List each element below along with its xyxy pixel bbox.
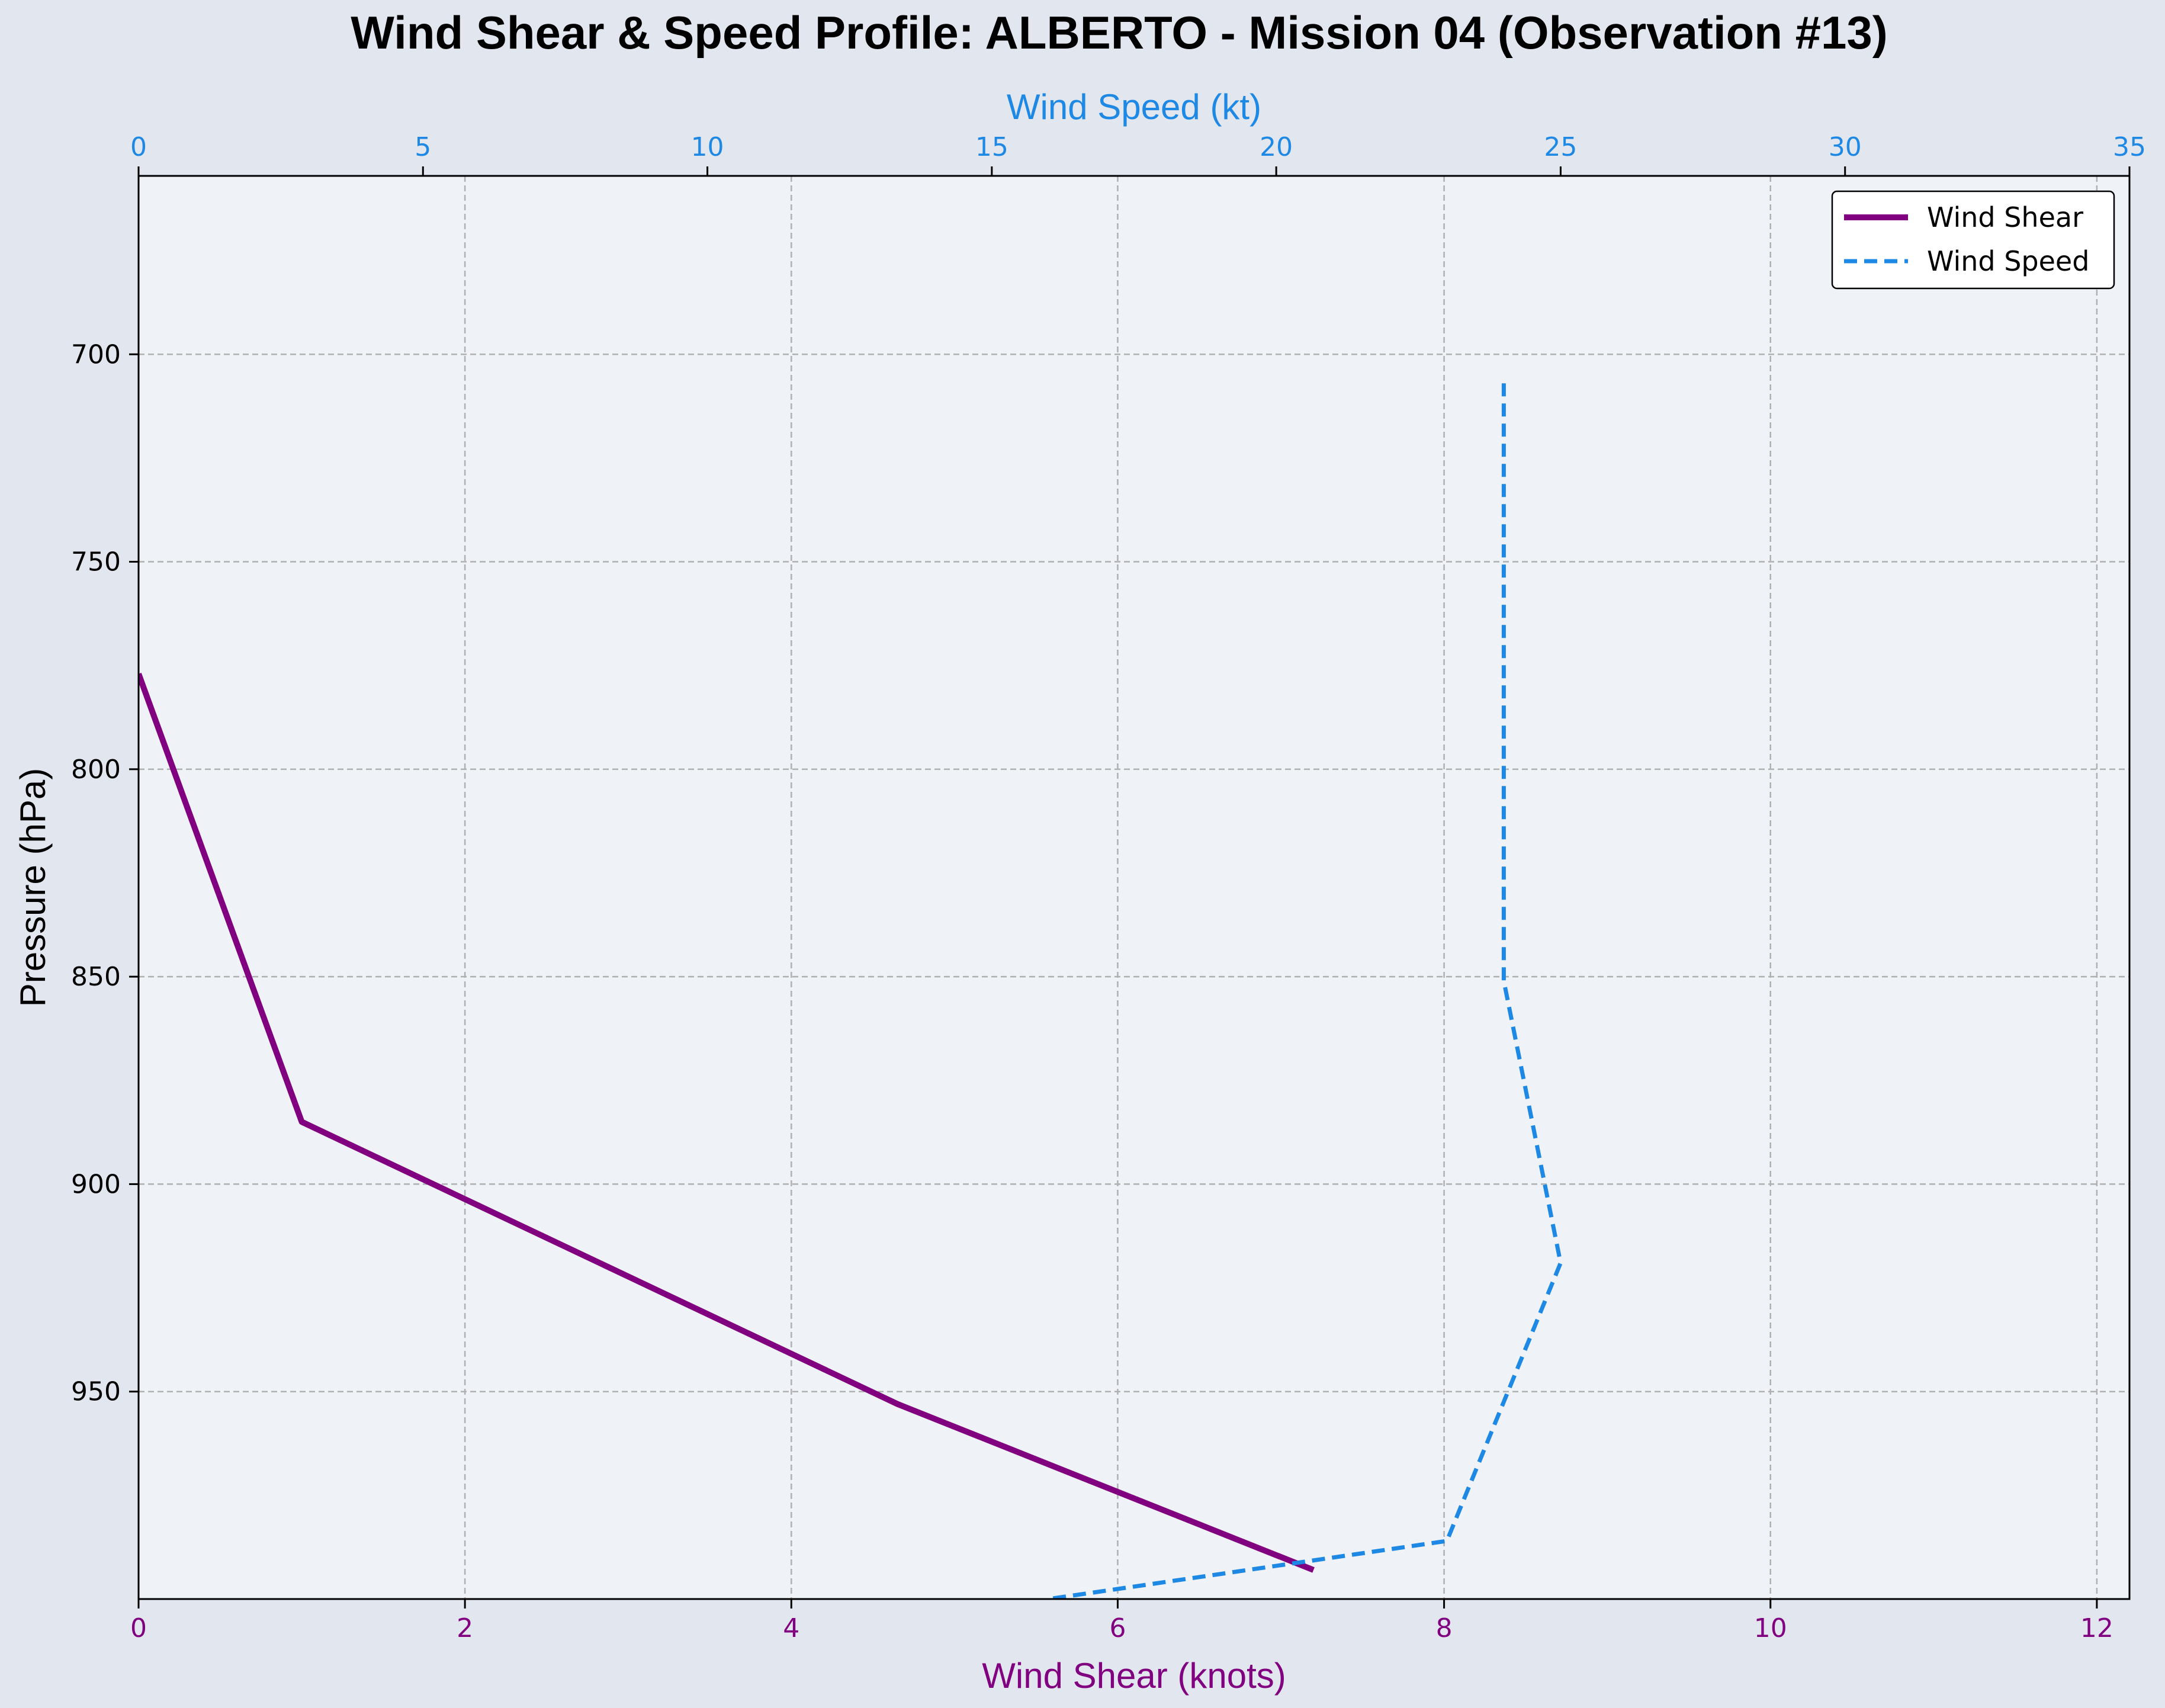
bottom-axis: 0 2 4 6 8 10 12 (130, 1599, 2113, 1643)
bottom-tick-label: 10 (1754, 1613, 1787, 1643)
top-tick-label: 25 (1544, 132, 1577, 162)
top-tick-label: 35 (2113, 132, 2146, 162)
bottom-tick-label: 0 (130, 1613, 147, 1643)
y-tick-label: 800 (71, 755, 121, 785)
bottom-tick-label: 2 (457, 1613, 473, 1643)
plot-area (139, 176, 2129, 1599)
bottom-tick-label: 8 (1436, 1613, 1453, 1643)
series-layer (139, 383, 1563, 1599)
bottom-axis-label: Wind Shear (knots) (982, 1656, 1286, 1696)
bottom-tick-label: 12 (2080, 1613, 2113, 1643)
plot-frame (137, 175, 2131, 1600)
top-tick-label: 0 (130, 132, 147, 162)
top-tick-label: 10 (691, 132, 724, 162)
top-axis: 0 5 10 15 20 25 30 35 (130, 132, 2146, 176)
top-tick-label: 5 (415, 132, 431, 162)
bottom-tick-label: 6 (1109, 1613, 1126, 1643)
grid (137, 176, 2129, 1599)
y-tick-label: 750 (71, 547, 121, 577)
bottom-tick-label: 4 (783, 1613, 799, 1643)
y-tick-label: 950 (71, 1377, 121, 1407)
legend-label: Wind Shear (1927, 201, 2083, 233)
series-wind-speed-line (1048, 383, 1563, 1599)
chart-title: Wind Shear & Speed Profile: ALBERTO - Mi… (351, 7, 1887, 59)
legend: Wind Shear Wind Speed (1831, 190, 2115, 290)
y-tick-label: 900 (71, 1169, 121, 1199)
series-wind-shear-line (139, 672, 1315, 1573)
y-tick-label: 700 (71, 339, 121, 370)
top-tick-label: 30 (1829, 132, 1862, 162)
top-tick-label: 15 (975, 132, 1008, 162)
top-tick-label: 20 (1260, 132, 1293, 162)
legend-label: Wind Speed (1927, 245, 2089, 277)
y-tick-label: 850 (71, 962, 121, 992)
top-axis-label: Wind Speed (kt) (1007, 87, 1261, 127)
y-axis-label: Pressure (hPa) (13, 768, 53, 1007)
left-axis: 700 750 800 850 900 950 (71, 339, 139, 1407)
